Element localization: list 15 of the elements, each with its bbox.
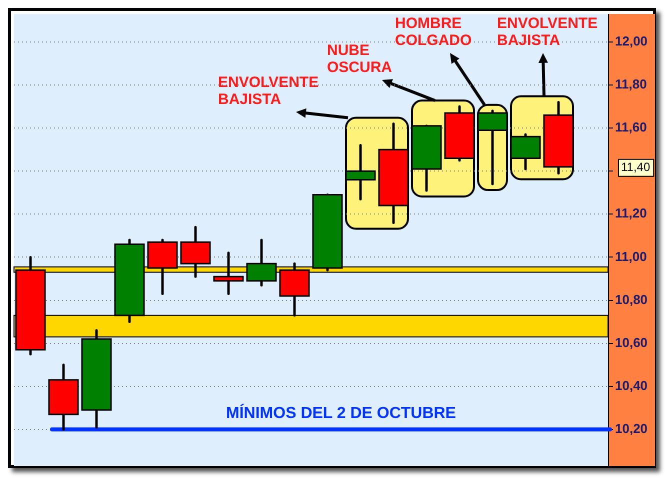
annotation: ENVOLVENTE BAJISTA (218, 74, 319, 108)
text: 11,40 (621, 160, 650, 174)
y-tick-label: 10,80 (615, 292, 648, 307)
annotation: NUBE OSCURA (327, 42, 392, 76)
y-tick-label: 10,20 (615, 420, 648, 436)
y-tick-label: 12,00 (615, 34, 648, 49)
y-tick-label: 11,80 (615, 76, 647, 92)
y-tick-label: 11,60 (615, 120, 647, 135)
ref-line-label: MÍNIMOS DEL 2 DE OCTUBRE (226, 402, 456, 422)
y-tick-label: 10,60 (615, 334, 648, 350)
annotation: HOMBRE COLGADO (395, 15, 473, 49)
y-tick-label: 11,00 (615, 248, 647, 264)
annotation: ENVOLVENTE BAJISTA (497, 15, 598, 49)
y-tick-label: 11,20 (615, 206, 647, 221)
y-tick-label: 10,40 (615, 378, 648, 393)
